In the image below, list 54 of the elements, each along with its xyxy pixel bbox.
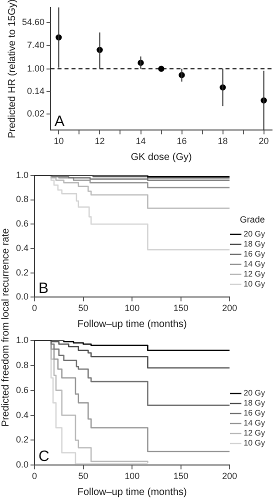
x-tick-label: 200 <box>222 471 238 482</box>
legend-label: 16 Gy <box>244 250 265 259</box>
x-tick-label: 150 <box>173 303 188 314</box>
x-tick-label: 50 <box>78 303 88 314</box>
x-axis-title: Follow–up time (months) <box>77 318 187 330</box>
legend-label: 12 Gy <box>244 270 265 279</box>
y-tick-label: 0.4 <box>16 410 29 420</box>
y-tick-label: 0.0 <box>16 460 29 470</box>
x-tick-label: 14 <box>136 136 146 146</box>
x-axis-title: Follow–up time (months) <box>77 486 187 498</box>
x-tick-label: 100 <box>124 303 140 314</box>
x-tick-label: 150 <box>173 471 188 482</box>
x-tick-label: 10 <box>54 136 64 146</box>
x-axis-title: GK dose (Gy) <box>130 152 192 163</box>
y-axis-title: Predicted freedom from local recurrence rate <box>0 227 12 429</box>
y-tick-label: 0.4 <box>16 242 29 253</box>
x-tick-label: 12 <box>94 136 105 146</box>
y-tick-label: 0.0 <box>16 292 29 302</box>
y-tick-label: 1.00 <box>26 63 45 74</box>
legend-label: 14 Gy <box>244 418 265 428</box>
y-tick-label: 0.6 <box>16 218 29 229</box>
legend-label: 18 Gy <box>244 240 265 249</box>
x-tick-label: 18 <box>218 136 228 146</box>
x-tick-label: 50 <box>78 471 88 482</box>
y-tick-label: 54.60 <box>22 16 45 27</box>
legend-label: 14 Gy <box>244 260 265 269</box>
x-tick-label: 200 <box>222 303 238 314</box>
x-tick-label: 20 <box>258 136 269 146</box>
annotation: B <box>38 280 49 297</box>
y-tick-label: 0.2 <box>16 434 29 445</box>
legend-label: 10 Gy <box>244 438 265 448</box>
legend-label: 20 Gy <box>244 230 265 239</box>
y-tick-label: 0.8 <box>16 360 29 370</box>
x-tick-label: 0 <box>32 471 38 482</box>
legend-label: 20 Gy <box>244 388 265 398</box>
legend-label: 16 Gy <box>244 408 265 418</box>
y-tick-label: 0.02 <box>26 108 45 119</box>
y-tick-label: 0.8 <box>16 194 29 204</box>
y-axis-title: Predicted HR (relative to 15Gy) <box>6 0 18 138</box>
x-tick-label: 100 <box>124 471 140 482</box>
legend-label: 18 Gy <box>244 398 265 408</box>
y-tick-label: 1.0 <box>16 334 29 345</box>
y-tick-label: 0.6 <box>16 384 29 395</box>
y-tick-label: 0.2 <box>16 267 29 278</box>
x-tick-label: 0 <box>32 303 38 314</box>
legend-label: 10 Gy <box>244 280 265 289</box>
y-tick-label: 1.0 <box>16 170 29 180</box>
legend-title: Grade <box>240 214 265 225</box>
y-tick-label: 7.40 <box>26 40 45 50</box>
annotation: A <box>54 112 65 130</box>
y-tick-label: 0.14 <box>26 86 45 96</box>
legend-label: 12 Gy <box>244 428 265 438</box>
x-tick-label: 16 <box>176 136 187 146</box>
annotation: C <box>38 448 50 465</box>
